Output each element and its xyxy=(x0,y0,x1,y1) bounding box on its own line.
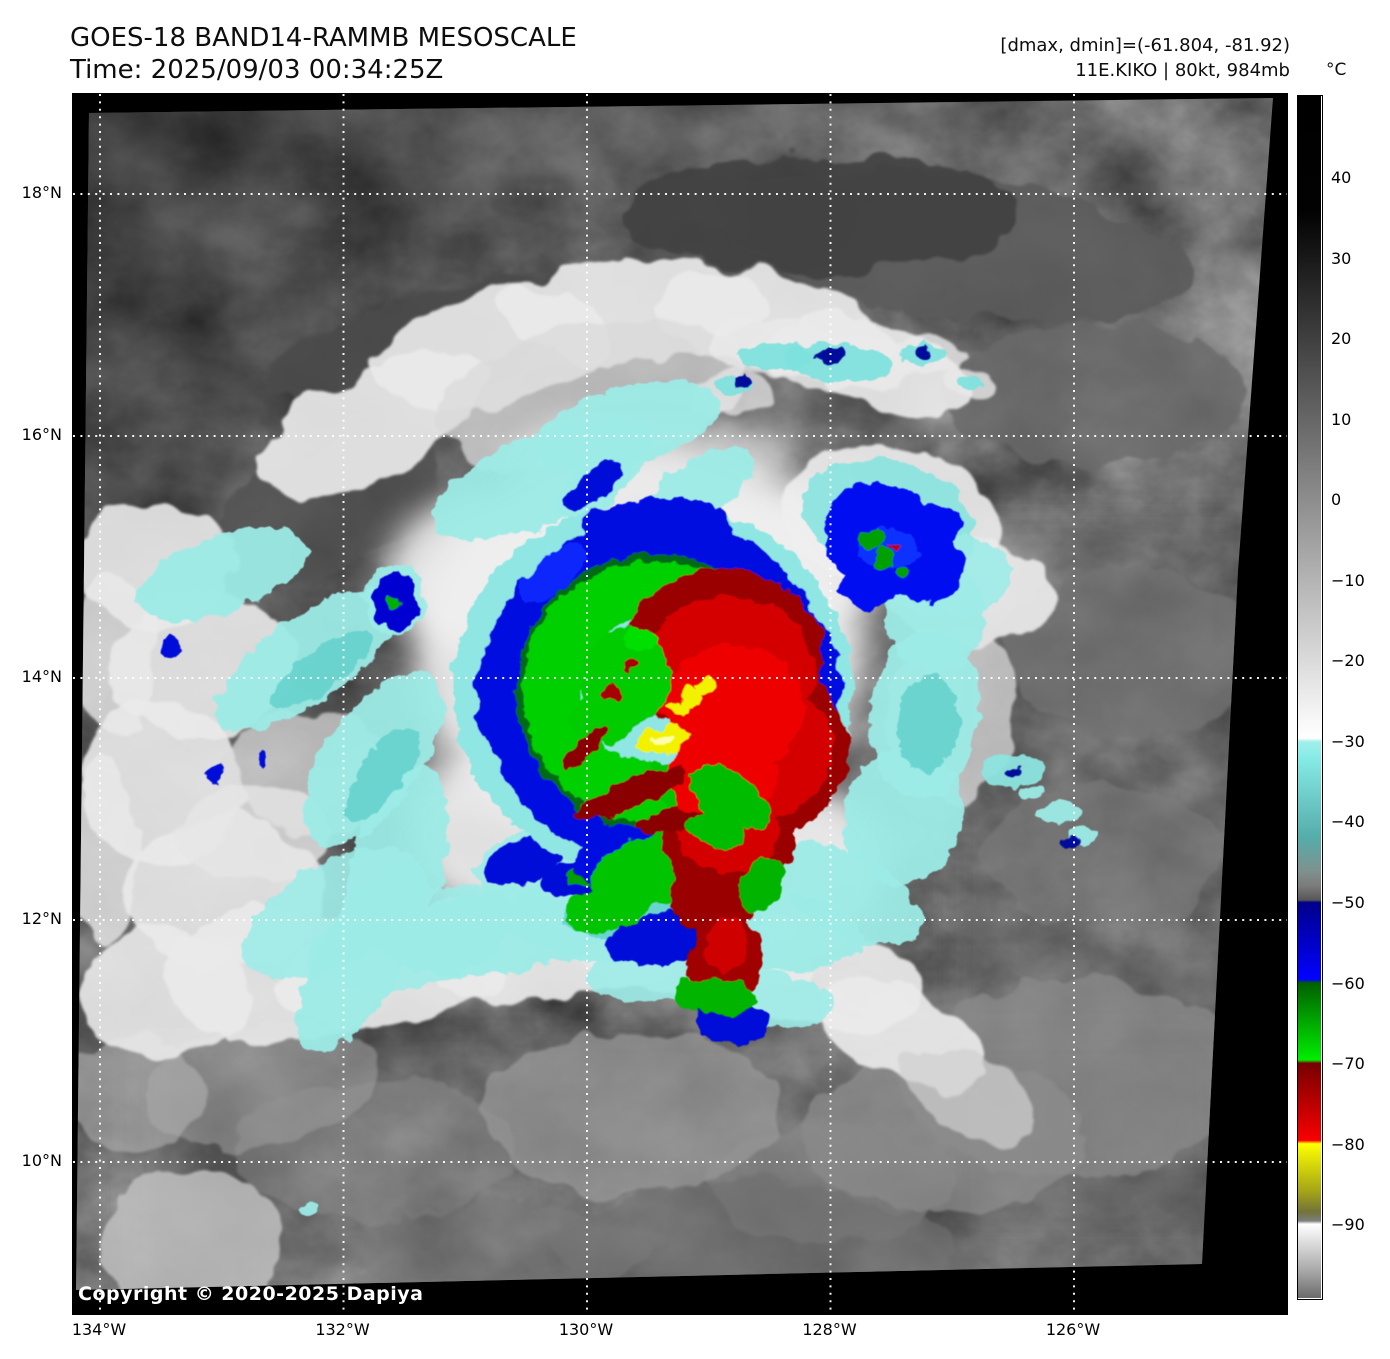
colorbar-tick-label: −50 xyxy=(1331,892,1365,912)
timestamp: Time: 2025/09/03 00:34:25Z xyxy=(70,55,444,85)
lat-tick-label: 12°N xyxy=(21,909,62,928)
header-left: GOES-18 BAND14-RAMMB MESOSCALE Time: 202… xyxy=(70,22,577,86)
colorbar-tick-label: −20 xyxy=(1331,651,1365,671)
lat-tick-label: 10°N xyxy=(21,1151,62,1170)
colorbar-tick-label: −30 xyxy=(1331,731,1365,751)
satellite-map xyxy=(72,93,1288,1315)
lat-tick-label: 16°N xyxy=(21,425,62,444)
satellite-image xyxy=(73,94,1287,1314)
lon-tick-label: 126°W xyxy=(1045,1320,1101,1339)
cloud-field xyxy=(76,154,1263,1290)
data-swath xyxy=(76,98,1273,1290)
storm-id-readout: 11E.KIKO | 80kt, 984mb xyxy=(1075,60,1290,81)
colorbar-tick-label: −70 xyxy=(1331,1054,1365,1074)
colorbar-tick-label: −90 xyxy=(1331,1215,1365,1235)
lon-tick-label: 128°W xyxy=(802,1320,857,1339)
lon-tick-label: 130°W xyxy=(558,1320,614,1339)
colorbar-tick-label: 40 xyxy=(1331,168,1352,187)
colorbar-tick-label: −40 xyxy=(1331,812,1365,832)
colorbar-gradient xyxy=(1298,96,1321,1298)
colorbar-unit-label: °C xyxy=(1326,60,1347,80)
colorbar xyxy=(1297,95,1323,1300)
header-right: [dmax, dmin]=(-61.804, -81.92) 11E.KIKO … xyxy=(1000,33,1290,83)
gridlines xyxy=(73,94,1287,1314)
copyright-label: Copyright © 2020-2025 Dapiya xyxy=(78,1283,424,1305)
lat-tick-label: 14°N xyxy=(21,667,62,686)
colorbar-tick-label: 30 xyxy=(1331,248,1352,268)
hurricane-core xyxy=(453,498,853,1015)
colorbar-tick-label: −10 xyxy=(1331,570,1365,590)
colorbar-tick-label: 20 xyxy=(1331,329,1352,349)
colorbar-tick-label: 10 xyxy=(1331,409,1352,429)
page-title: GOES-18 BAND14-RAMMB MESOSCALE xyxy=(70,23,577,53)
colorbar-tick-label: −60 xyxy=(1331,973,1365,993)
lat-tick-label: 18°N xyxy=(21,183,62,202)
dmax-dmin-readout: [dmax, dmin]=(-61.804, -81.92) xyxy=(1000,35,1290,56)
lon-tick-label: 132°W xyxy=(315,1320,370,1339)
colorbar-tick-label: 0 xyxy=(1331,490,1342,510)
colorbar-tick-label: −80 xyxy=(1331,1134,1365,1154)
lon-tick-label: 134°W xyxy=(71,1320,127,1339)
